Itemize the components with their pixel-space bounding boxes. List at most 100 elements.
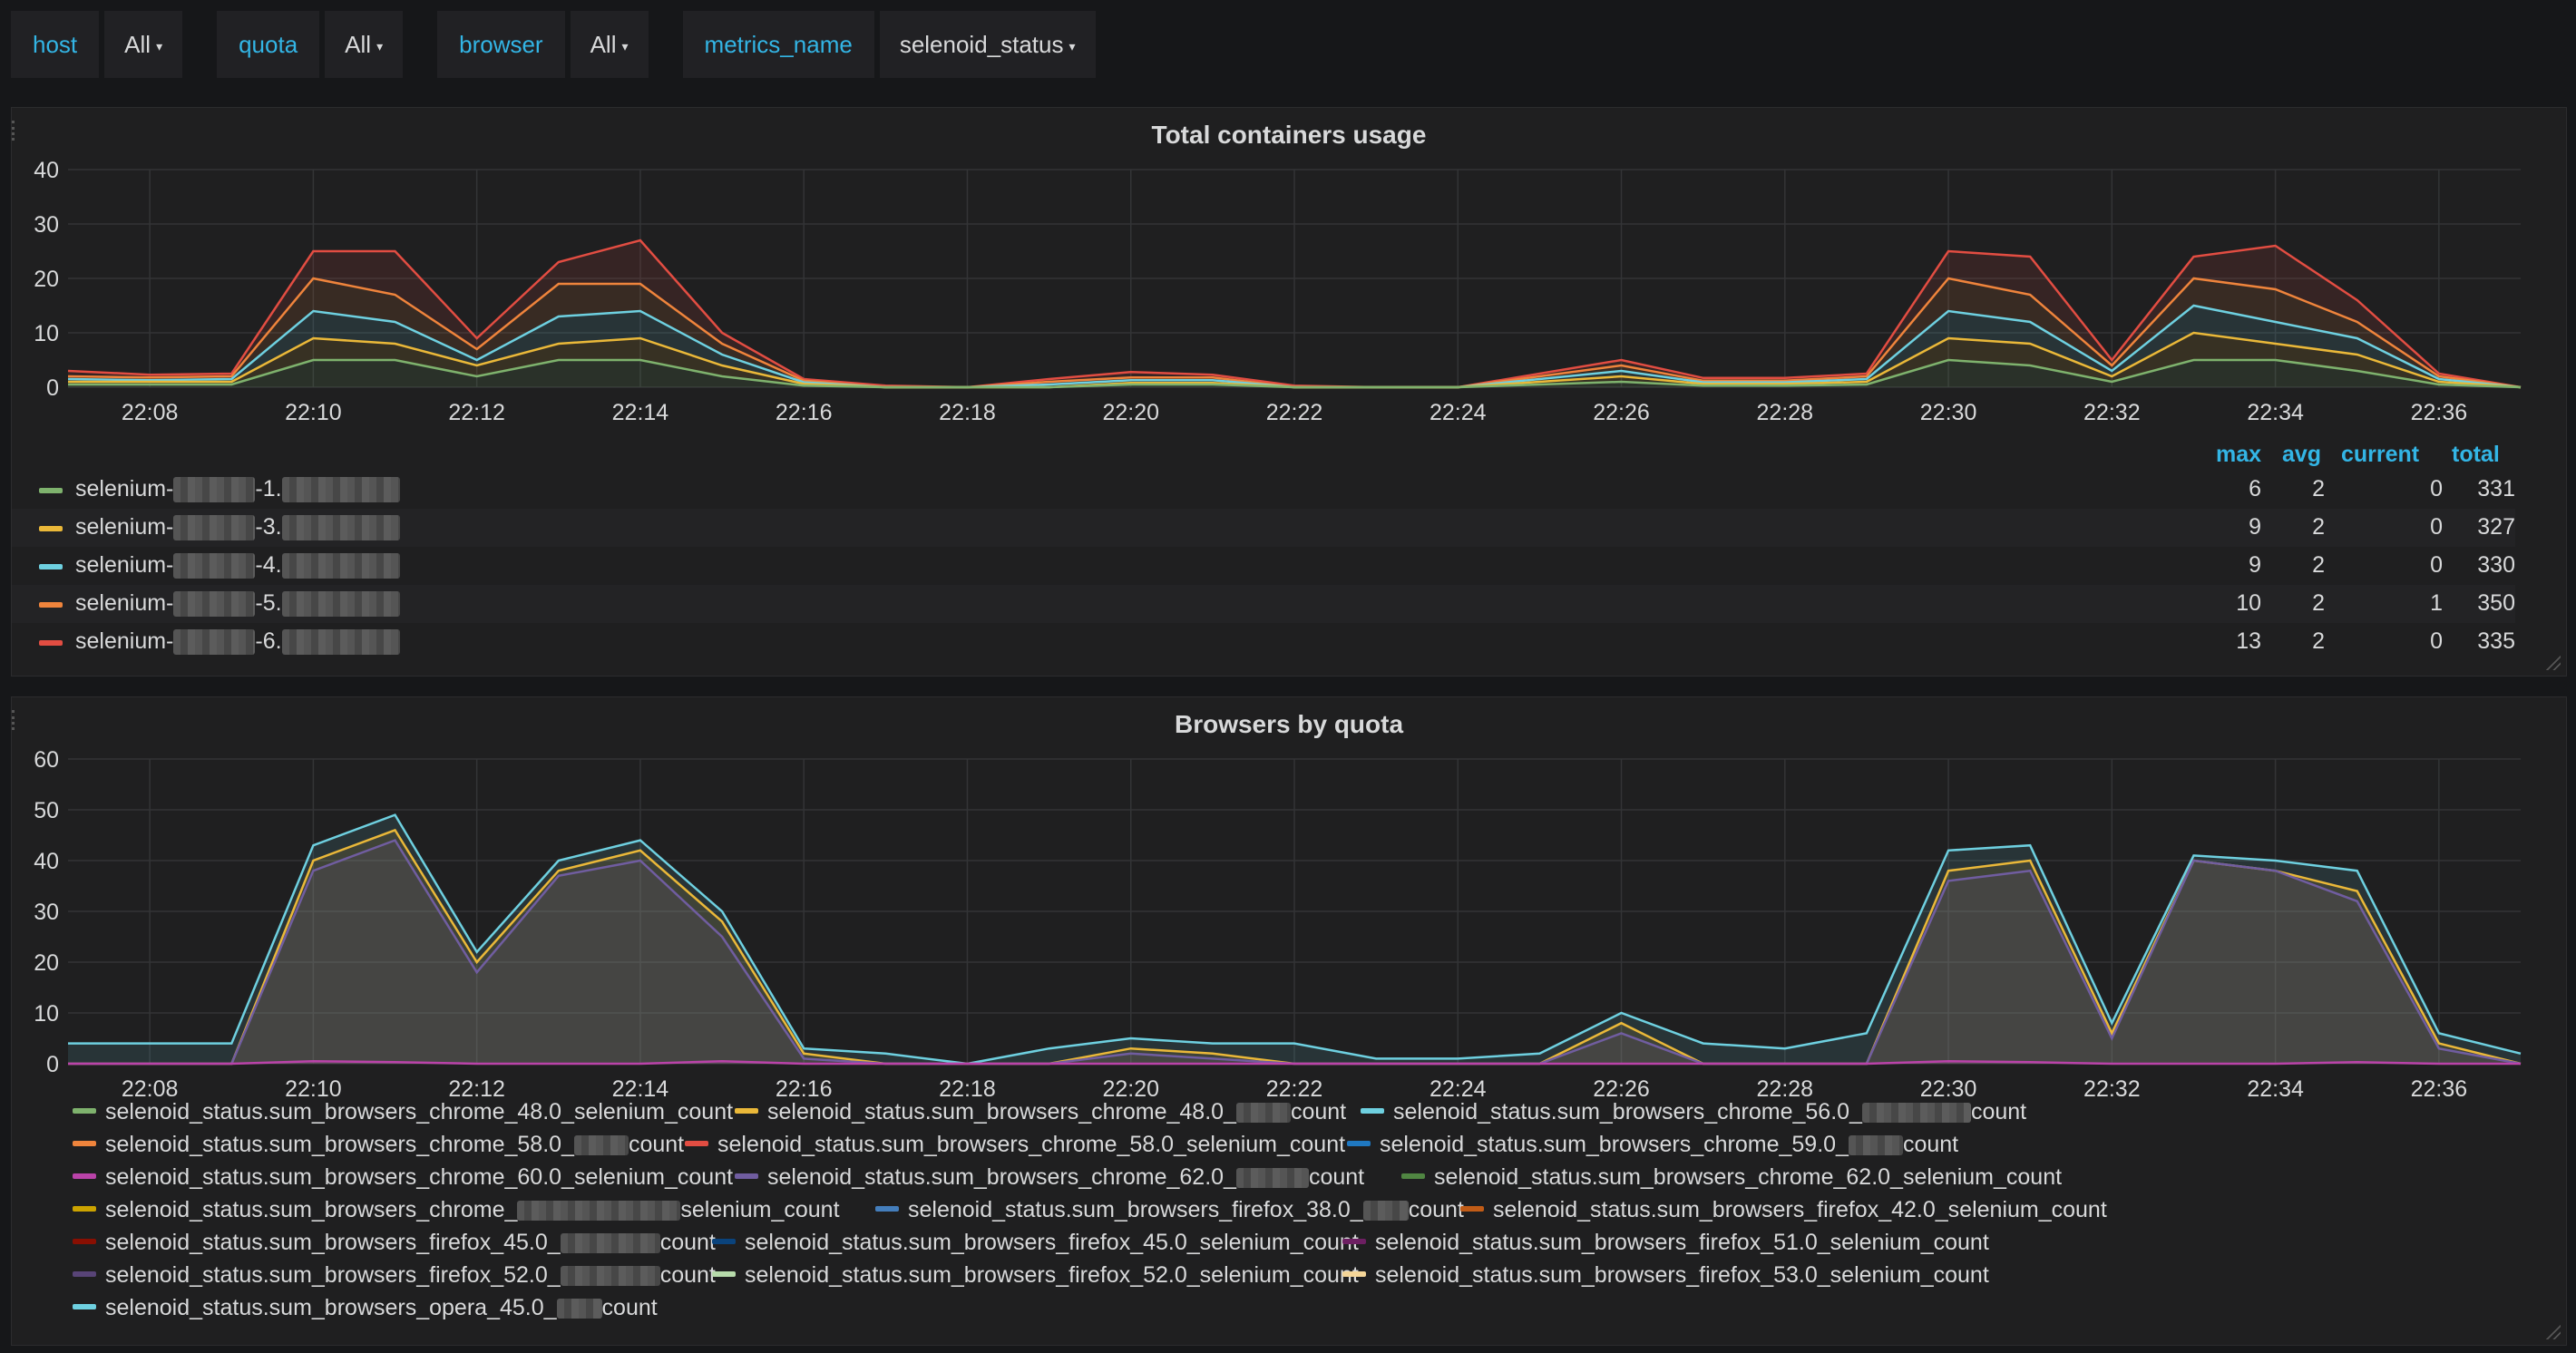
legend-color-swatch (1342, 1271, 1366, 1278)
legend-value-max: 9 (2249, 514, 2261, 540)
redacted-text (281, 591, 400, 618)
legend-value-max: 6 (2249, 476, 2261, 501)
legend-item[interactable]: selenoid_status.sum_browsers_chrome_58.0… (685, 1132, 1345, 1158)
legend-color-swatch[interactable] (39, 488, 63, 493)
variable-dropdown-host[interactable]: All ▾ (104, 11, 183, 78)
legend-row[interactable]: selenium- -6. 13 2 0 335 (12, 623, 2515, 661)
legend-color-swatch (73, 1304, 96, 1310)
legend-value-avg: 2 (2312, 628, 2325, 654)
variable-label-metrics-name: metrics_name (682, 11, 874, 78)
legend-row[interactable]: selenium- -4. 9 2 0 330 (12, 547, 2515, 585)
legend-header-max[interactable]: max (2216, 442, 2262, 467)
x-tick-label: 22:22 (1266, 1076, 1323, 1102)
series-area (68, 306, 2521, 387)
legend-value-total: 330 (2477, 552, 2515, 578)
legend-row[interactable]: selenium- -3. 9 2 0 327 (12, 509, 2515, 547)
y-tick-label: 20 (34, 950, 59, 976)
legend-item-label-suffix: count (1970, 1099, 2027, 1124)
legend-item[interactable]: selenoid_status.sum_browsers_chrome_56.0… (1361, 1099, 2026, 1125)
legend-series-name[interactable]: selenium- -4. (75, 552, 400, 579)
x-tick-label: 22:10 (285, 1076, 342, 1102)
legend-item[interactable]: selenoid_status.sum_browsers_firefox_52.… (73, 1262, 716, 1289)
panel-title[interactable]: Total containers usage (1151, 121, 1427, 149)
legend-item-label: selenoid_status.sum_browsers_opera_45.0_ (105, 1295, 557, 1320)
variable-value-browser: All (590, 31, 617, 58)
legend-item[interactable]: selenoid_status.sum_browsers_chrome_62.0… (735, 1164, 1364, 1191)
y-tick-label: 10 (34, 321, 59, 346)
legend-item[interactable]: selenoid_status.sum_browsers_firefox_51.… (1342, 1230, 1989, 1256)
variable-label-quota: quota (217, 11, 320, 78)
legend-header-total[interactable]: total (2452, 442, 2500, 467)
legend-color-swatch (1361, 1108, 1384, 1115)
legend-item[interactable]: selenoid_status.sum_browsers_firefox_53.… (1342, 1262, 1989, 1289)
legend-series-name[interactable]: selenium- -6. (75, 628, 400, 656)
redacted-text (173, 591, 256, 618)
legend-value-total: 331 (2477, 476, 2515, 501)
variable-dropdown-quota[interactable]: All ▾ (325, 11, 404, 78)
legend-item-label-suffix: count (1408, 1197, 1464, 1222)
legend-row[interactable]: selenium- -1. 6 2 0 331 (12, 471, 2515, 509)
legend-value-current: 0 (2430, 552, 2443, 578)
legend-series-name[interactable]: selenium- -3. (75, 514, 400, 541)
legend-name-prefix: selenium- (75, 476, 174, 501)
chart-total-containers[interactable]: 0 10 20 30 40 22:08 22:10 22:12 22:14 22:16 22:18 2… (12, 155, 2566, 482)
legend-color-swatch[interactable] (39, 640, 63, 646)
legend-item[interactable]: selenoid_status.sum_browsers_firefox_52.… (712, 1262, 1359, 1289)
drag-handle-icon[interactable] (12, 121, 20, 141)
x-tick-label: 22:16 (776, 400, 833, 425)
legend-row[interactable]: selenium- -5. 10 2 1 350 (12, 585, 2515, 623)
legend-color-swatch[interactable] (39, 564, 63, 569)
x-tick-label: 22:08 (122, 1076, 179, 1102)
redacted-text (560, 1233, 660, 1254)
x-tick-label: 22:24 (1429, 400, 1487, 425)
legend-value-current: 0 (2430, 628, 2443, 654)
resize-icon[interactable] (2544, 654, 2561, 670)
legend-name-prefix: selenium- (75, 514, 174, 540)
legend-item[interactable]: selenoid_status.sum_browsers_firefox_45.… (73, 1230, 716, 1256)
y-tick-label: 0 (46, 375, 59, 401)
panel-title[interactable]: Browsers by quota (1174, 710, 1404, 738)
legend-item[interactable]: selenoid_status.sum_browsers_chrome_ sele… (73, 1197, 840, 1223)
legend-item[interactable]: selenoid_status.sum_browsers_chrome_59.0… (1347, 1132, 1958, 1158)
legend-name-prefix: selenium- (75, 590, 174, 616)
legend-item-label-suffix: count (601, 1295, 658, 1320)
legend-color-swatch[interactable] (39, 526, 63, 531)
x-tick-label: 22:32 (2083, 400, 2141, 425)
x-tick-label: 22:18 (939, 1076, 996, 1102)
legend-item[interactable]: selenoid_status.sum_browsers_chrome_58.0… (73, 1132, 684, 1158)
redacted-text (573, 1135, 629, 1156)
legend-value-total: 327 (2477, 514, 2515, 540)
variable-label-browser: browser (437, 11, 565, 78)
chart-browsers-by-quota[interactable]: 0 10 20 30 40 50 60 22:08 22:10 22:12 22:14 22:16 22… (12, 745, 2566, 1125)
legend-series-name[interactable]: selenium- -5. (75, 590, 400, 618)
y-tick-label: 30 (34, 212, 59, 238)
redacted-text (1362, 1201, 1409, 1222)
legend-value-total: 350 (2477, 590, 2515, 616)
legend-item[interactable]: selenoid_status.sum_browsers_chrome_48.0… (73, 1099, 733, 1125)
legend-value-avg: 2 (2312, 476, 2325, 501)
series-line (68, 358, 2522, 389)
x-tick-label: 22:26 (1593, 400, 1650, 425)
legend-color-swatch (73, 1141, 96, 1147)
variable-dropdown-metrics-name[interactable]: selenoid_status ▾ (879, 11, 1096, 78)
variable-value-metrics-name: selenoid_status (899, 31, 1064, 58)
legend-item[interactable]: selenoid_status.sum_browsers_firefox_42.… (1460, 1197, 2107, 1223)
legend-item[interactable]: selenoid_status.sum_browsers_chrome_48.0… (735, 1099, 1346, 1125)
legend-header-avg[interactable]: avg (2282, 442, 2322, 467)
series-area (68, 360, 2521, 387)
legend-color-swatch (712, 1271, 736, 1278)
variable-dropdown-browser[interactable]: All ▾ (570, 11, 649, 78)
legend-item[interactable]: selenoid_status.sum_browsers_firefox_45.… (712, 1230, 1359, 1256)
legend-series-name[interactable]: selenium- -1. (75, 476, 400, 503)
drag-handle-icon[interactable] (12, 710, 20, 730)
resize-icon[interactable] (2544, 1323, 2561, 1339)
legend-header-current[interactable]: current (2341, 442, 2420, 467)
legend-name-suffix: -1. (255, 476, 282, 501)
legend-color-swatch (73, 1173, 96, 1180)
legend-item[interactable]: selenoid_status.sum_browsers_opera_45.0_… (73, 1295, 658, 1321)
legend-item[interactable]: selenoid_status.sum_browsers_chrome_62.0… (1401, 1164, 2062, 1191)
x-tick-label: 22:24 (1429, 1076, 1487, 1102)
legend-color-swatch[interactable] (39, 602, 63, 608)
legend-item[interactable]: selenoid_status.sum_browsers_firefox_38.… (875, 1197, 1464, 1223)
legend-item[interactable]: selenoid_status.sum_browsers_chrome_60.0… (73, 1164, 733, 1191)
